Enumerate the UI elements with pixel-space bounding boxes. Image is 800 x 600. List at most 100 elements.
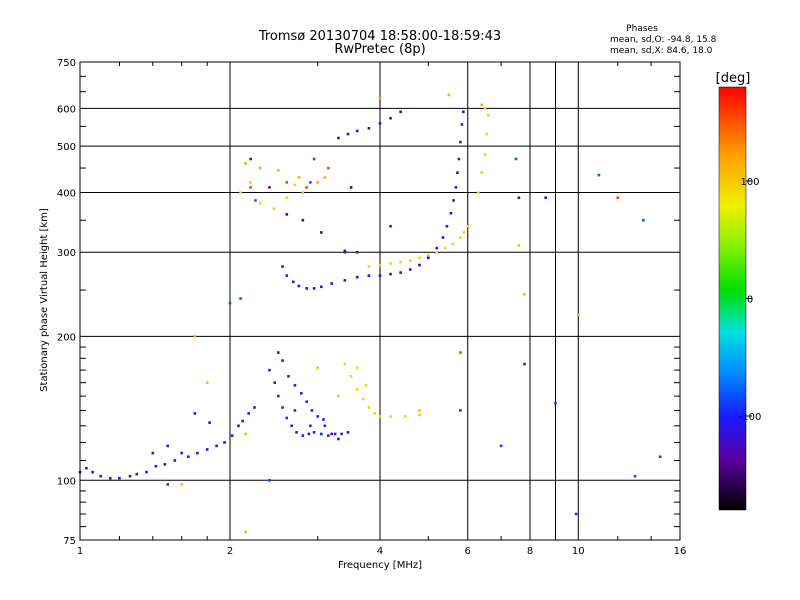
x-tick-label: 2 <box>227 546 233 557</box>
data-point <box>180 483 184 486</box>
data-point <box>641 218 645 222</box>
data-point <box>399 260 402 264</box>
data-point <box>215 444 218 448</box>
data-point <box>268 368 271 372</box>
data-point <box>268 478 271 482</box>
data-point <box>389 224 392 228</box>
data-point <box>487 114 490 117</box>
data-point <box>258 201 262 205</box>
data-point <box>435 250 439 254</box>
data-point <box>322 418 325 421</box>
data-point <box>249 181 252 184</box>
data-point <box>327 434 330 437</box>
data-point <box>378 122 382 125</box>
data-point <box>320 432 323 436</box>
data-point <box>287 375 290 378</box>
data-point <box>316 366 320 369</box>
data-point <box>426 256 430 260</box>
x-tick-label: 1 <box>77 546 83 557</box>
data-point <box>443 246 447 250</box>
data-point <box>355 129 359 133</box>
data-point <box>244 162 247 165</box>
data-point <box>293 384 297 387</box>
data-point <box>293 183 297 187</box>
data-point <box>435 246 439 250</box>
data-point <box>343 279 347 282</box>
data-point <box>459 236 462 239</box>
data-point <box>247 412 250 415</box>
data-point <box>309 181 312 184</box>
data-point <box>337 394 340 398</box>
data-point <box>523 362 526 366</box>
chart-title-line1: Tromsø 20130704 18:58:00-18:59:43 <box>258 29 501 44</box>
data-point <box>330 432 334 436</box>
data-point <box>554 401 557 405</box>
data-point <box>485 132 489 136</box>
data-point <box>258 166 262 170</box>
y-tick-label: 500 <box>57 142 76 153</box>
data-point <box>378 415 382 418</box>
data-point <box>312 157 316 161</box>
data-point <box>237 424 240 428</box>
data-point <box>273 381 277 385</box>
data-point <box>166 483 170 486</box>
data-point <box>499 444 503 448</box>
data-point <box>285 416 289 420</box>
chart-title-line2: RwPretec (8p) <box>334 42 425 57</box>
y-tick-label: 750 <box>57 58 76 69</box>
data-point <box>301 218 305 222</box>
data-point <box>346 132 350 136</box>
data-point <box>301 191 305 194</box>
data-point <box>378 263 382 267</box>
data-point <box>456 171 459 175</box>
data-point <box>327 166 330 170</box>
data-point <box>340 432 343 436</box>
y-tick-label: 600 <box>57 104 76 115</box>
data-point <box>460 123 464 126</box>
data-point <box>454 186 458 189</box>
data-point <box>418 263 421 267</box>
colorbar-tick-label: 100 <box>740 177 759 188</box>
data-point <box>418 413 421 417</box>
data-point <box>276 169 280 172</box>
data-point <box>399 110 402 114</box>
data-point <box>285 213 289 216</box>
data-point <box>228 301 232 305</box>
data-point <box>408 259 412 262</box>
data-point <box>244 432 247 436</box>
data-point <box>574 512 578 516</box>
phase-info-o: mean, sd,O: -94.8, 15.8 <box>610 35 717 45</box>
data-point <box>418 256 421 260</box>
grid <box>80 62 680 540</box>
data-point <box>514 157 518 161</box>
data-point <box>249 157 252 161</box>
data-point <box>426 253 430 257</box>
data-point <box>349 375 353 378</box>
data-point <box>616 196 620 200</box>
data-point <box>576 313 580 317</box>
data-point <box>99 474 102 478</box>
data-point <box>239 191 242 194</box>
data-point <box>355 366 359 369</box>
phase-info-x: mean, sd,X: 84.6, 18.0 <box>610 46 713 56</box>
data-point <box>281 359 284 362</box>
data-point <box>447 93 451 97</box>
data-point <box>299 392 303 395</box>
data-point <box>316 181 320 184</box>
y-tick-label: 300 <box>57 248 76 259</box>
data-point <box>297 176 301 179</box>
data-point <box>307 432 311 436</box>
data-point <box>253 406 256 409</box>
data-point <box>418 409 421 412</box>
x-tick-label: 16 <box>674 546 687 557</box>
data-point <box>85 466 88 470</box>
data-point <box>145 470 148 474</box>
data-point <box>295 431 298 434</box>
data-point <box>205 381 209 385</box>
data-point <box>408 268 412 271</box>
plot-frame <box>79 61 681 541</box>
data-point <box>163 463 167 466</box>
data-point <box>399 271 402 274</box>
colorbar-ticks: 100 0 -100 <box>739 177 762 423</box>
data-point <box>459 351 462 354</box>
